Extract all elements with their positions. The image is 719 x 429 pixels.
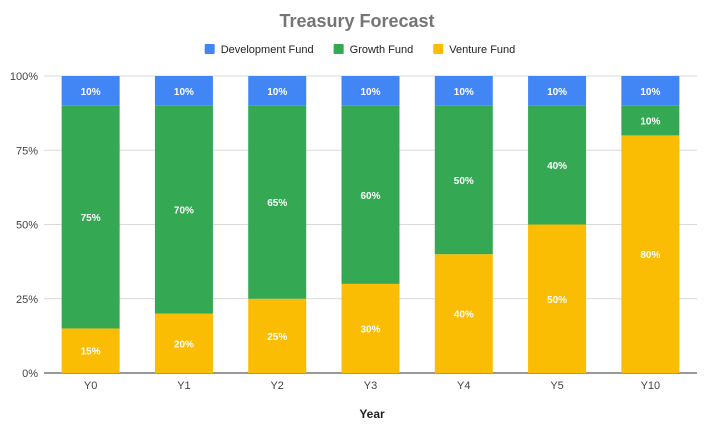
data-label: 10% — [360, 87, 380, 98]
data-label: 10% — [81, 87, 101, 98]
legend-swatch — [433, 44, 444, 54]
data-label: 10% — [640, 117, 660, 128]
legend-item: Growth Fund — [333, 44, 414, 56]
bar-segment — [154, 105, 213, 314]
x-tick-label: Y5 — [550, 380, 563, 392]
chart-title: Treasury Forecast — [279, 11, 434, 31]
data-label: 60% — [360, 191, 380, 202]
data-label: 10% — [267, 87, 287, 98]
legend-label: Development Fund — [221, 44, 314, 56]
data-label: 30% — [360, 324, 380, 335]
bar-segment — [248, 105, 307, 299]
bar-segment — [248, 76, 307, 106]
legend-item: Development Fund — [204, 44, 314, 56]
legend-label: Venture Fund — [449, 44, 515, 56]
y-tick-label: 100% — [10, 71, 38, 83]
y-axis: 0% 25% 50% 75% 100% — [10, 71, 38, 380]
data-label: 40% — [454, 310, 474, 321]
data-label: 10% — [640, 87, 660, 98]
bar-segment — [341, 283, 400, 373]
x-tick-label: Y4 — [457, 380, 470, 392]
bar-segment — [341, 105, 400, 284]
y-tick-label: 25% — [16, 294, 38, 306]
x-tick-label: Y3 — [364, 380, 377, 392]
bar-segment — [434, 254, 493, 373]
legend-label: Growth Fund — [350, 44, 414, 56]
bar-segment — [621, 135, 680, 373]
data-label: 50% — [547, 295, 567, 306]
bar-segment — [434, 76, 493, 106]
bar-segment — [528, 105, 587, 225]
legend-swatch — [204, 44, 215, 54]
bar-segment — [621, 76, 680, 106]
data-label: 50% — [454, 176, 474, 187]
data-label: 70% — [174, 206, 194, 217]
legend-swatch — [333, 44, 344, 54]
data-label: 10% — [547, 87, 567, 98]
data-label: 80% — [640, 250, 660, 261]
bar-segment — [434, 105, 493, 255]
x-tick-label: Y2 — [270, 380, 283, 392]
bar-segment — [621, 105, 680, 136]
bar-segment — [528, 224, 587, 373]
x-axis: Y0 Y1 Y2 Y3 Y4 Y5 Y10 — [84, 380, 660, 392]
bar-segment — [528, 76, 587, 106]
data-label: 20% — [174, 339, 194, 350]
data-label: 65% — [267, 198, 287, 209]
x-tick-label: Y1 — [177, 380, 190, 392]
x-axis-title: Year — [359, 407, 385, 421]
bar-segment — [61, 328, 120, 373]
legend-item: Venture Fund — [433, 44, 515, 56]
y-tick-label: 0% — [22, 368, 38, 380]
data-label: 10% — [174, 87, 194, 98]
data-label: 25% — [267, 332, 287, 343]
bar-segment — [154, 76, 213, 106]
data-label: 10% — [454, 87, 474, 98]
data-label: 15% — [81, 347, 101, 358]
y-tick-label: 75% — [16, 145, 38, 157]
bar-segment — [341, 76, 400, 106]
data-label: 75% — [81, 213, 101, 224]
bar-segment — [248, 298, 307, 373]
data-label: 40% — [547, 161, 567, 172]
x-tick-label: Y10 — [641, 380, 661, 392]
x-tick-label: Y0 — [84, 380, 97, 392]
bar-segment — [61, 76, 120, 106]
bar-segment — [154, 313, 213, 373]
bar-segment — [61, 105, 120, 329]
bars: 15% 75% 10% 20% 70% 10% 25% 65% 10% 30% 60% 10% 40% 5… — [61, 76, 680, 373]
y-tick-label: 50% — [16, 220, 38, 232]
legend: Development Fund Growth Fund Venture Fund — [204, 44, 515, 56]
